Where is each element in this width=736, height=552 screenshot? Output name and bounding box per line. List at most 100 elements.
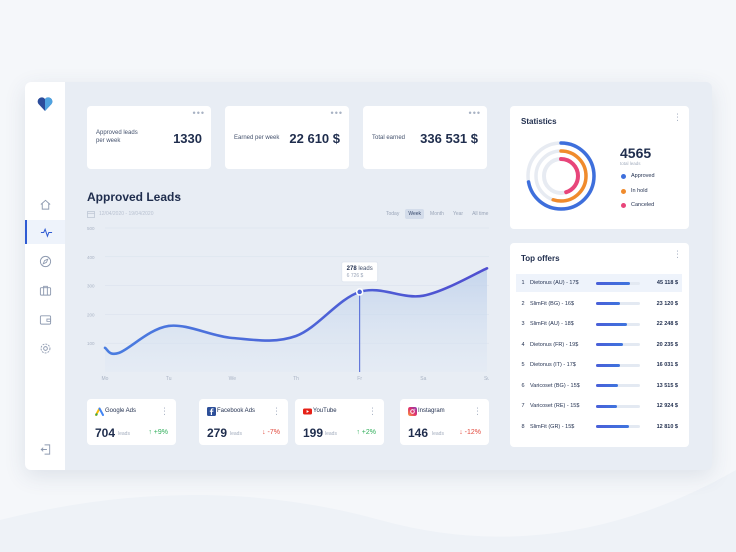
offer-rank: 2 [521,300,525,307]
legend-dot [621,202,626,208]
offer-row[interactable]: 6 Varicoset (BG) - 15$ 13 515 $ [516,377,682,395]
tab-today[interactable]: Today [386,211,400,217]
statistics-panel: Statistics ⋮ 4565 total leads Approved I… [510,106,689,229]
stat-label: Total earned [372,135,406,141]
offer-rank: 4 [521,341,525,348]
offer-row[interactable]: 2 SlimFit (BG) - 16$ 23 120 $ [516,295,682,313]
chart-area [105,268,487,372]
tab-all-time[interactable]: All time [472,211,489,217]
highlight-point[interactable] [355,288,364,296]
offer-progress-fill [596,404,617,408]
offer-name: Varicoset (RE) - 15$ [530,403,580,409]
source-change: ↓ -7% [262,429,280,436]
source-card-google-ads[interactable]: Google Ads ⋮ 704 leads ↑ +9% [87,399,176,445]
change-value: -7% [267,429,280,436]
panel-title: Top offers [521,254,560,263]
offer-row[interactable]: 8 SlimFit (GR) - 15$ 12 810 $ [516,418,682,436]
sidebar [25,82,65,470]
source-name: Instagram [418,408,445,414]
nav-home[interactable] [25,192,65,216]
nav-explore[interactable] [25,249,65,273]
page-title: Approved Leads [87,190,182,204]
tooltip-value: 278 [347,266,358,272]
source-card-facebook-ads[interactable]: Facebook Ads ⋮ 279 leads ↓ -7% [199,399,288,445]
more-options-icon[interactable]: ••• [330,108,343,118]
stat-card-earned-week: ••• Earned per week 22 610 $ [225,106,349,169]
stat-value: 1330 [173,131,202,146]
stat-value: 22 610 $ [289,131,340,146]
more-options-icon[interactable]: ⋮ [473,406,483,416]
offer-row[interactable]: 1 Dietonus (AU) - 17$ 45 118 $ [516,274,682,292]
offer-progress-fill [596,384,618,387]
offer-row[interactable]: 5 Dietonus (IT) - 17$ 16 031 $ [516,356,682,374]
offer-progress-bar [596,425,640,428]
y-tick-label: 500 [87,226,95,231]
x-tick-label: Sa [420,376,426,382]
svg-text:278 leads: 278 leads [347,266,373,272]
calendar-icon [87,211,95,218]
source-value: 199 [303,426,324,440]
y-tick-label: 200 [87,312,95,317]
source-change: ↑ +9% [148,429,168,436]
x-tick-label: Mo [102,376,109,382]
offer-value: 20 235 $ [656,341,678,348]
more-options-icon[interactable]: ⋮ [368,406,378,416]
legend-approved: Approved [621,173,655,179]
offer-row[interactable]: 4 Dietonus (FR) - 19$ 20 235 $ [516,336,682,354]
offer-progress-fill [596,322,627,326]
x-tick-label: Tu [166,376,172,382]
offer-progress-bar [596,322,640,326]
legend-in-hold: In hold [621,188,648,194]
offer-name: Dietonus (IT) - 17$ [530,362,576,368]
tab-month[interactable]: Month [430,211,444,217]
more-options-icon[interactable]: ••• [468,108,481,118]
google-ads-icon [95,407,104,416]
source-card-instagram[interactable]: Instagram ⋮ 146 leads ↓ -12% [400,399,489,445]
stat-value: 336 531 $ [420,131,478,146]
offer-value: 23 120 $ [656,300,678,307]
offer-progress-bar [596,384,640,387]
change-value: -12% [464,429,481,436]
chevron-down-icon[interactable]: ⌄ [174,190,182,200]
nav-settings[interactable] [25,336,65,360]
nav-portfolio[interactable] [25,278,65,302]
offer-rank: 1 [521,280,525,286]
source-card-youtube[interactable]: YouTube ⋮ 199 leads ↑ +2% [295,399,384,445]
date-range[interactable]: 12/04/2020 - 19/04/2020 [87,210,154,218]
logout-button[interactable] [25,437,65,461]
y-tick-label: 300 [87,284,95,289]
leads-chart: 500 400 300 200 100 Mo Tu We Th Fr Sa Su 278 leads… [87,226,489,382]
heart-logo[interactable] [37,96,53,112]
logout-icon [40,443,50,455]
offer-progress-bar [596,363,640,367]
total-leads-value: 4565 [620,145,652,161]
more-options-icon[interactable]: ••• [192,108,205,118]
legend-dot [621,173,626,179]
source-name: Facebook Ads [217,408,256,414]
tooltip-unit: leads [358,266,372,272]
offer-rank: 6 [521,382,525,389]
more-options-icon[interactable]: ⋮ [673,112,683,122]
nav-wallet[interactable] [25,307,65,331]
offer-progress-fill [596,343,624,346]
offer-name: SlimFit (BG) - 16$ [530,300,575,307]
compass-icon [39,255,51,267]
source-value: 146 [408,426,429,440]
nav-activity[interactable] [25,220,65,244]
offer-row[interactable]: 3 SlimFit (AU) - 18$ 22 248 $ [516,315,682,333]
offer-value: 12 924 $ [656,403,678,409]
more-options-icon[interactable]: ⋮ [272,406,282,416]
offer-value: 16 031 $ [656,362,678,368]
offer-row[interactable]: 7 Varicoset (RE) - 15$ 12 924 $ [516,397,682,415]
more-options-icon[interactable]: ⋮ [160,406,170,416]
y-tick-label: 100 [87,341,95,346]
tab-week[interactable]: Week [405,209,425,219]
more-options-icon[interactable]: ⋮ [673,249,683,259]
tab-year[interactable]: Year [452,211,464,217]
stat-label: Earned per week [234,135,280,141]
offer-progress-bar [596,343,640,346]
y-tick-label: 400 [87,255,95,260]
briefcase-icon [39,285,51,296]
offer-progress-bar [596,404,640,408]
period-tabs: Today Week Month Year All time [383,209,491,219]
